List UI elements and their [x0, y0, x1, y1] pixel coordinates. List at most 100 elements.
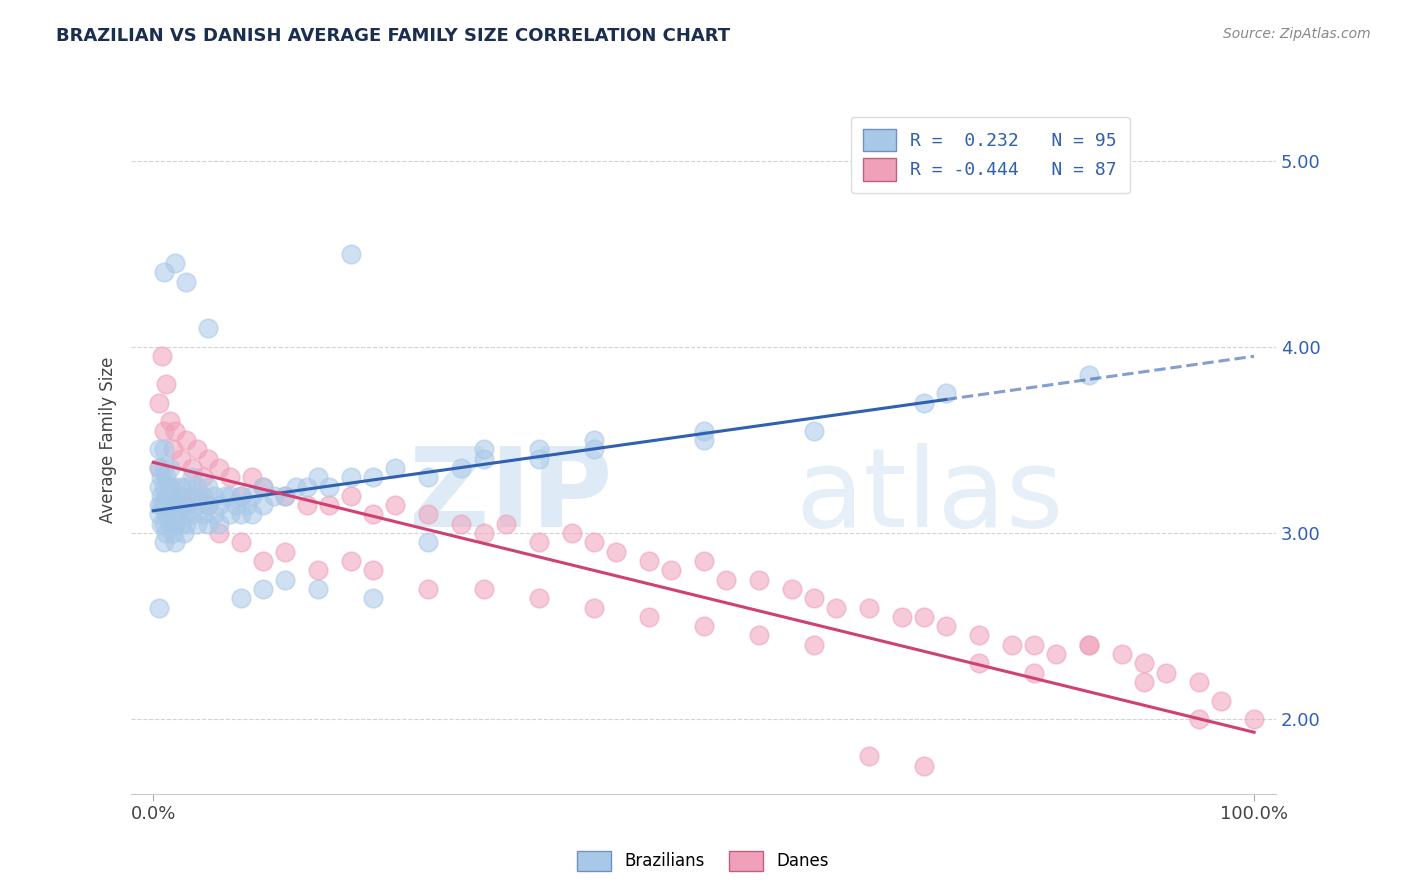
Point	[307, 470, 329, 484]
Point	[450, 461, 472, 475]
Point	[472, 582, 495, 596]
Point	[824, 600, 846, 615]
Point	[1188, 712, 1211, 726]
Point	[208, 516, 231, 531]
Point	[159, 414, 181, 428]
Point	[363, 563, 385, 577]
Point	[1078, 368, 1101, 382]
Point	[307, 582, 329, 596]
Point	[231, 489, 253, 503]
Point	[1111, 647, 1133, 661]
Point	[527, 451, 550, 466]
Point	[155, 377, 177, 392]
Point	[274, 489, 297, 503]
Point	[495, 516, 517, 531]
Point	[214, 489, 236, 503]
Point	[159, 479, 181, 493]
Point	[197, 321, 219, 335]
Point	[174, 433, 197, 447]
Point	[363, 470, 385, 484]
Point	[208, 461, 231, 475]
Point	[166, 508, 188, 522]
Point	[252, 498, 274, 512]
Point	[225, 498, 247, 512]
Point	[180, 489, 202, 503]
Point	[527, 535, 550, 549]
Point	[340, 554, 363, 568]
Point	[582, 535, 605, 549]
Point	[208, 526, 231, 541]
Point	[803, 591, 825, 606]
Point	[174, 498, 197, 512]
Point	[605, 544, 627, 558]
Point	[418, 582, 440, 596]
Point	[148, 498, 170, 512]
Point	[197, 451, 219, 466]
Point	[153, 498, 176, 512]
Point	[162, 489, 184, 503]
Point	[159, 461, 181, 475]
Point	[714, 573, 737, 587]
Point	[153, 479, 176, 493]
Point	[165, 256, 187, 270]
Point	[197, 516, 219, 531]
Point	[153, 461, 176, 475]
Point	[912, 758, 935, 772]
Text: Source: ZipAtlas.com: Source: ZipAtlas.com	[1223, 27, 1371, 41]
Point	[252, 554, 274, 568]
Legend: Brazilians, Danes: Brazilians, Danes	[569, 842, 837, 880]
Point	[1243, 712, 1265, 726]
Point	[1133, 657, 1156, 671]
Point	[219, 489, 242, 503]
Point	[165, 508, 187, 522]
Point	[263, 489, 285, 503]
Point	[1133, 675, 1156, 690]
Point	[637, 554, 659, 568]
Point	[307, 563, 329, 577]
Text: BRAZILIAN VS DANISH AVERAGE FAMILY SIZE CORRELATION CHART: BRAZILIAN VS DANISH AVERAGE FAMILY SIZE …	[56, 27, 730, 45]
Point	[659, 563, 682, 577]
Point	[252, 479, 274, 493]
Point	[240, 470, 263, 484]
Point	[155, 470, 177, 484]
Point	[202, 508, 225, 522]
Point	[384, 498, 406, 512]
Point	[935, 386, 957, 401]
Point	[174, 516, 197, 531]
Point	[748, 628, 770, 642]
Point	[780, 582, 803, 596]
Point	[159, 498, 181, 512]
Point	[340, 489, 363, 503]
Point	[159, 516, 181, 531]
Point	[197, 498, 219, 512]
Point	[240, 508, 263, 522]
Point	[170, 479, 193, 493]
Point	[285, 479, 308, 493]
Point	[363, 508, 385, 522]
Point	[162, 442, 184, 457]
Point	[231, 489, 253, 503]
Point	[274, 544, 297, 558]
Point	[1154, 665, 1177, 680]
Point	[1078, 638, 1101, 652]
Point	[162, 526, 184, 541]
Point	[155, 489, 177, 503]
Point	[155, 526, 177, 541]
Point	[363, 591, 385, 606]
Point	[174, 275, 197, 289]
Point	[1078, 638, 1101, 652]
Point	[582, 442, 605, 457]
Point	[148, 479, 170, 493]
Point	[1188, 675, 1211, 690]
Point	[148, 461, 170, 475]
Point	[748, 573, 770, 587]
Point	[1209, 693, 1232, 707]
Point	[191, 508, 214, 522]
Point	[418, 535, 440, 549]
Point	[384, 461, 406, 475]
Point	[149, 498, 172, 512]
Point	[170, 489, 193, 503]
Point	[219, 508, 242, 522]
Point	[153, 442, 176, 457]
Point	[561, 526, 583, 541]
